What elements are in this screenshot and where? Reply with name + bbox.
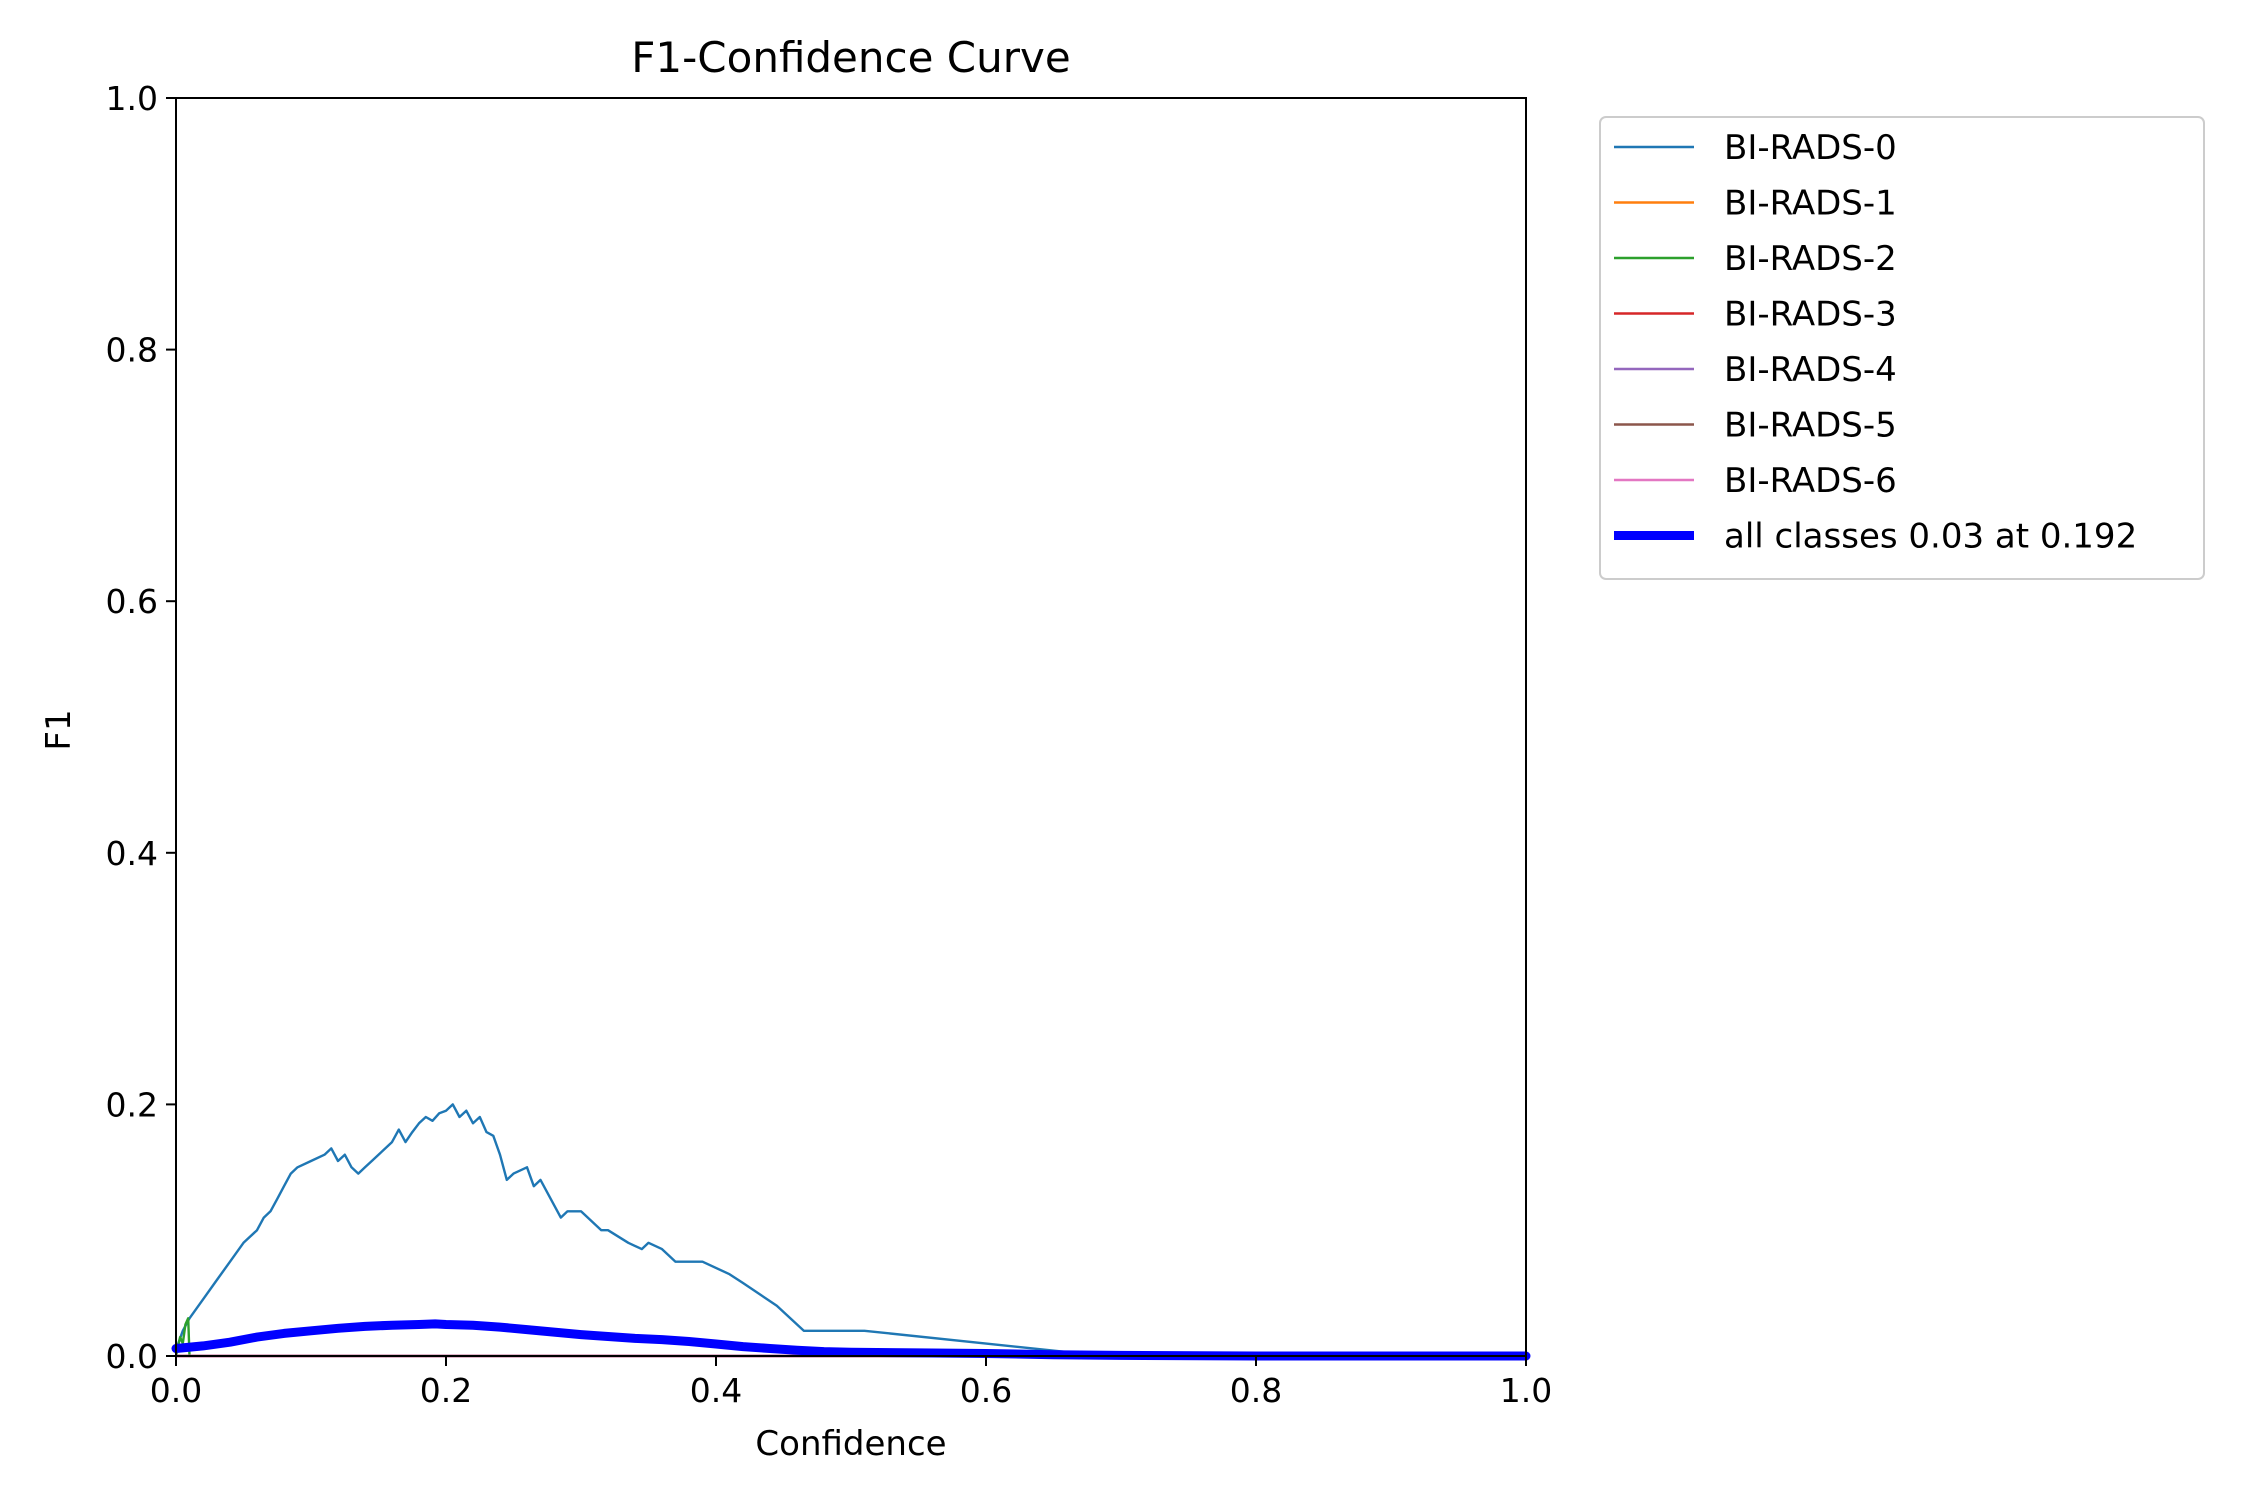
y-tick-label: 1.0 <box>106 79 158 118</box>
x-axis-label: Confidence <box>755 1424 946 1464</box>
legend: BI-RADS-0 BI-RADS-1 BI-RADS-2 BI-RADS-3 BI-R… <box>1599 116 2205 580</box>
legend-label-all-classes-0-03-at-0-192: all classes 0.03 at 0.192 <box>1724 517 2137 557</box>
x-axis-ticks: 0.0 0.2 0.4 0.6 0.8 1.0 <box>150 1356 1552 1410</box>
legend-label-bi-rads-6: BI-RADS-6 <box>1724 461 1897 501</box>
x-tick-label: 1.0 <box>1500 1371 1552 1410</box>
legend-label-bi-rads-2: BI-RADS-2 <box>1724 239 1897 279</box>
x-tick-label: 0.4 <box>690 1371 742 1410</box>
y-tick-label: 0.0 <box>106 1337 158 1376</box>
y-tick-label: 0.2 <box>106 1085 158 1124</box>
y-tick-label: 0.4 <box>106 834 158 873</box>
y-axis-ticks: 0.0 0.2 0.4 0.6 0.8 1.0 <box>106 79 176 1376</box>
plot-frame <box>175 97 1527 1357</box>
y-tick-label: 0.8 <box>106 331 158 370</box>
legend-label-bi-rads-0: BI-RADS-0 <box>1724 128 1897 168</box>
series-line-bi-rads-0 <box>174 1103 1528 1358</box>
y-tick-label: 0.6 <box>106 582 158 621</box>
y-axis-label: F1 <box>39 709 79 750</box>
x-tick-label: 0.8 <box>1230 1371 1282 1410</box>
series-line-all-classes-0-03-at-0-192 <box>171 1319 1531 1361</box>
x-tick-label: 0.2 <box>420 1371 472 1410</box>
legend-label-bi-rads-1: BI-RADS-1 <box>1724 184 1897 224</box>
x-tick-label: 0.6 <box>960 1371 1012 1410</box>
plot-lines <box>171 1103 1531 1361</box>
legend-label-bi-rads-3: BI-RADS-3 <box>1724 295 1897 335</box>
chart-title: F1-Confidence Curve <box>631 33 1070 82</box>
x-tick-label: 0.0 <box>150 1371 202 1410</box>
legend-box <box>1599 116 2205 580</box>
legend-label-bi-rads-5: BI-RADS-5 <box>1724 406 1897 446</box>
legend-label-bi-rads-4: BI-RADS-4 <box>1724 350 1897 390</box>
